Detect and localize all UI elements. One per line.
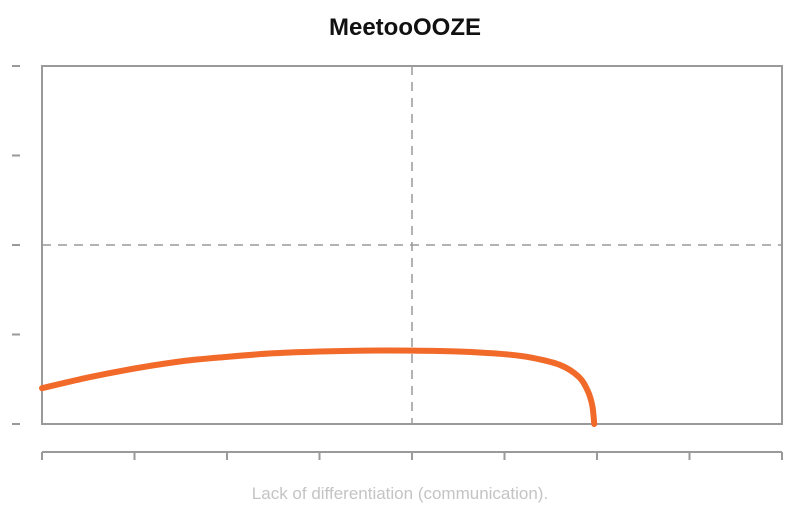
series-lines (39, 347, 598, 427)
y-axis-ticks (12, 65, 20, 425)
chart-title: MeetooOOZE (328, 14, 481, 41)
x-axis-label: Lack of differentiation (communication). (251, 484, 549, 503)
x-axis-ticks (41, 451, 783, 460)
series-line-0 (39, 347, 598, 427)
reference-lines (42, 66, 782, 424)
